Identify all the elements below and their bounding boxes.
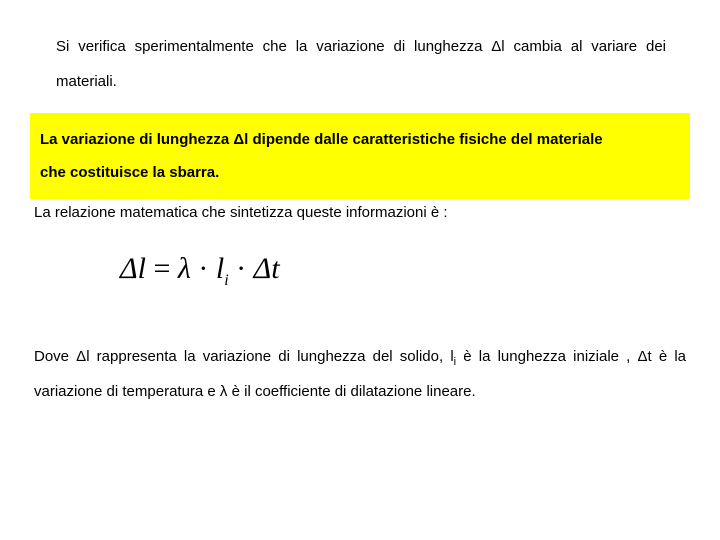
formula-dot2: ·	[229, 252, 254, 285]
formula-eq: =	[146, 252, 178, 285]
paragraph-intro: Si verifica sperimentalmente che la vari…	[56, 30, 666, 99]
paragraph-relation: La relazione matematica che sintetizza q…	[34, 204, 674, 221]
formula-t: t	[271, 252, 279, 285]
formula: Δl = λ · li · Δt	[120, 252, 280, 290]
formula-lambda: λ	[178, 252, 191, 285]
formula-dot1: ·	[191, 252, 216, 285]
formula-delta: Δ	[120, 252, 138, 285]
formula-l: l	[138, 252, 146, 285]
highlight-line-2: che costituisce la sbarra.	[40, 164, 219, 181]
formula-li: l	[216, 252, 224, 285]
highlight-box: La variazione di lunghezza Δl dipende da…	[30, 113, 690, 199]
highlight-line-1: La variazione di lunghezza Δl dipende da…	[40, 131, 603, 148]
paragraph-explanation: Dove Δl rappresenta la variazione di lun…	[34, 340, 686, 410]
para3-part-a: Dove Δl rappresenta la variazione di lun…	[34, 348, 454, 365]
formula-delta-t: Δ	[254, 252, 272, 285]
